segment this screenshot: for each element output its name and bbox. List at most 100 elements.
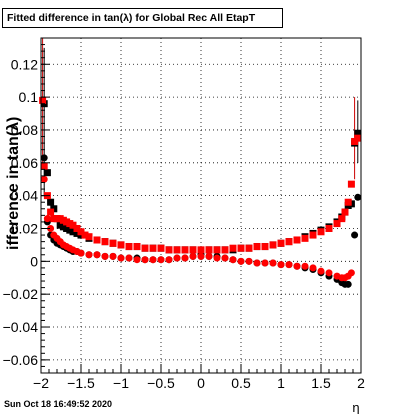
data-point xyxy=(157,244,165,252)
data-point xyxy=(165,246,173,254)
data-point xyxy=(133,243,141,251)
data-point xyxy=(141,244,149,252)
y-tick-label: −0.06 xyxy=(3,352,39,368)
data-point xyxy=(317,228,325,236)
data-point xyxy=(269,259,277,267)
data-point xyxy=(43,215,51,223)
y-tick-label: 0.02 xyxy=(11,220,38,236)
data-point xyxy=(47,198,55,206)
data-point xyxy=(344,280,352,288)
y-tick-label: 0.08 xyxy=(11,122,38,138)
y-tick-label: 0.04 xyxy=(11,188,38,204)
data-point xyxy=(229,256,237,264)
data-points xyxy=(39,96,362,288)
tick-labels: −2 −1.5 −1 −0.5 0 0.5 1 1.5 2 0.12 0.1 0.08 0.06 0.04… xyxy=(3,56,366,391)
data-point xyxy=(85,251,93,259)
data-point xyxy=(261,243,269,251)
data-point xyxy=(245,244,253,252)
data-point xyxy=(229,244,237,252)
data-point xyxy=(69,221,77,229)
data-point xyxy=(301,234,309,242)
data-point xyxy=(309,264,317,272)
data-point xyxy=(205,252,213,260)
data-point xyxy=(85,233,93,241)
data-point xyxy=(101,238,109,246)
data-point xyxy=(237,244,245,252)
axis-ticks xyxy=(40,44,362,374)
data-point xyxy=(344,198,352,206)
data-point xyxy=(213,254,221,262)
y-tick-label: 0.12 xyxy=(11,56,38,72)
data-point xyxy=(109,252,117,260)
data-point xyxy=(205,246,213,254)
data-point xyxy=(149,244,157,252)
data-point xyxy=(213,246,221,254)
data-point xyxy=(325,269,333,277)
data-point xyxy=(293,236,301,244)
data-point xyxy=(173,254,181,262)
data-point xyxy=(77,249,85,257)
data-point xyxy=(109,239,117,247)
data-point xyxy=(43,169,51,177)
data-point xyxy=(325,224,333,232)
data-point xyxy=(189,246,197,254)
x-tick-label: −0.5 xyxy=(147,375,175,391)
data-point xyxy=(125,243,133,251)
y-tick-label: −0.04 xyxy=(3,319,39,335)
data-point xyxy=(40,175,48,183)
x-tick-label: 0.5 xyxy=(231,375,251,391)
data-point xyxy=(285,261,293,269)
x-tick-label: 1.5 xyxy=(311,375,331,391)
data-point xyxy=(301,262,309,270)
data-point xyxy=(40,162,48,170)
data-point xyxy=(165,256,173,264)
data-point xyxy=(351,231,359,239)
data-point xyxy=(93,251,101,259)
timestamp: Sun Oct 18 16:49:52 2020 xyxy=(4,399,113,409)
data-point xyxy=(39,96,47,104)
data-point xyxy=(237,257,245,265)
data-point xyxy=(347,180,355,188)
data-point xyxy=(47,208,55,216)
data-point xyxy=(181,254,189,262)
data-point xyxy=(117,254,125,262)
x-tick-label: −1 xyxy=(113,375,129,391)
x-tick-label: −1.5 xyxy=(67,375,95,391)
data-point xyxy=(197,252,205,260)
chart-title: Fitted difference in tan(λ) for Global R… xyxy=(2,8,283,28)
x-tick-label: 1 xyxy=(277,375,285,391)
data-point xyxy=(317,267,325,275)
data-point xyxy=(93,236,101,244)
data-point xyxy=(347,269,355,277)
data-point xyxy=(101,252,109,260)
data-point xyxy=(261,259,269,267)
data-point xyxy=(338,215,346,223)
data-point xyxy=(141,256,149,264)
data-point xyxy=(245,257,253,265)
y-tick-label: 0.06 xyxy=(11,155,38,171)
x-tick-label: 2 xyxy=(357,375,365,391)
data-point xyxy=(341,208,349,216)
data-point xyxy=(77,228,85,236)
y-axis-label: ifference in tan(λ) xyxy=(5,116,22,250)
data-point xyxy=(277,261,285,269)
data-point xyxy=(73,224,81,232)
data-point xyxy=(253,243,261,251)
data-point xyxy=(253,259,261,267)
data-point xyxy=(40,154,48,162)
error-bars xyxy=(42,38,359,196)
y-tick-label: 0.1 xyxy=(19,89,39,105)
data-point xyxy=(69,228,77,236)
data-point xyxy=(149,256,157,264)
data-point xyxy=(354,193,362,201)
x-axis-label: η xyxy=(352,400,359,414)
data-point xyxy=(73,229,81,237)
grid-lines xyxy=(40,38,362,373)
x-tick-label: −2 xyxy=(33,375,49,391)
data-point xyxy=(269,241,277,249)
data-point xyxy=(81,231,89,239)
data-point xyxy=(354,134,362,142)
data-point xyxy=(293,262,301,270)
data-point xyxy=(157,256,165,264)
